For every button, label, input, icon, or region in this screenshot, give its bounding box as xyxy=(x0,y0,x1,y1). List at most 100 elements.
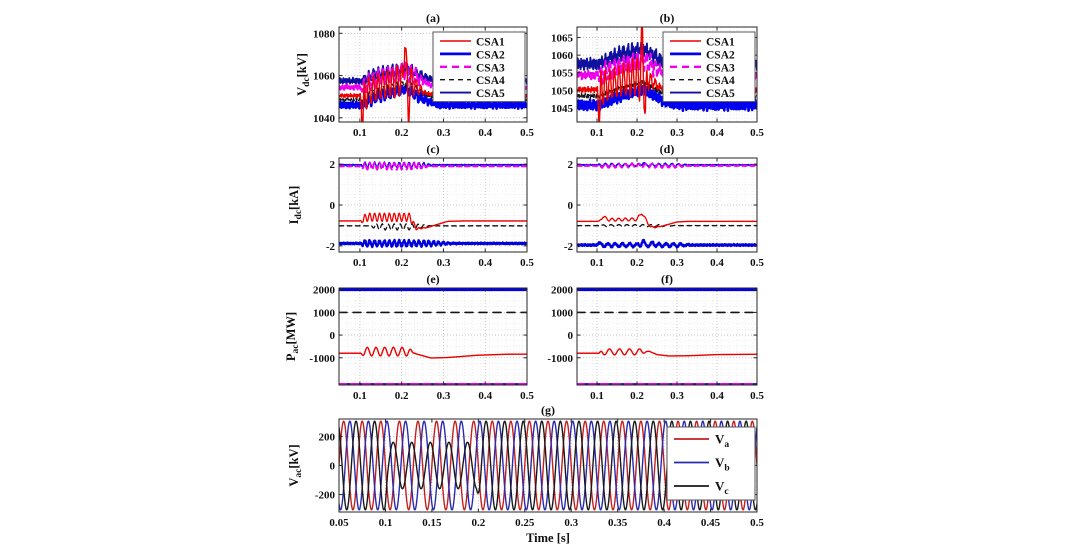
x-tick-label: 0.5 xyxy=(750,517,764,529)
x-tick-label: 0.2 xyxy=(395,390,409,402)
series-CSA1 xyxy=(339,212,527,231)
y-tick-label: 1050 xyxy=(551,85,574,97)
x-tick-label: 0.1 xyxy=(353,390,367,402)
series-Va xyxy=(339,420,757,511)
x-tick-label: 0.3 xyxy=(670,127,684,139)
y-axis-label: Vdc[kV] xyxy=(295,53,312,96)
y-tick-label: 0 xyxy=(330,461,336,473)
x-tick-label: 0.3 xyxy=(437,257,451,269)
subplot-f: 0.1 0.2 0.3 0.4 0.5 -1000 0 1000 2000 (f) xyxy=(547,272,764,402)
y-tick-label: 0 xyxy=(330,330,336,342)
x-tick-label: 0.4 xyxy=(710,390,724,402)
x-tick-label: 0.1 xyxy=(590,257,604,269)
series-CSA1 xyxy=(577,348,757,357)
x-tick-label: 0.5 xyxy=(750,127,764,139)
legend-label: Va xyxy=(715,432,729,451)
x-tick-label: 0.3 xyxy=(670,257,684,269)
plot-title: (g) xyxy=(541,403,555,417)
x-tick-label: 0.2 xyxy=(395,127,409,139)
legend-label: CSA3 xyxy=(476,62,505,74)
x-tick-label: 0.5 xyxy=(750,257,764,269)
grid xyxy=(577,158,758,252)
legend-label: CSA1 xyxy=(706,37,735,49)
y-tick-label: 1055 xyxy=(551,68,574,80)
x-tick-label: 0.2 xyxy=(471,517,485,529)
x-tick-label: 0.4 xyxy=(710,257,724,269)
plot-title: (e) xyxy=(426,272,439,286)
legend-label: CSA1 xyxy=(476,37,505,49)
series-CSA5 xyxy=(577,238,757,249)
y-tick-label: 2 xyxy=(568,159,574,171)
x-tick-label: 0.3 xyxy=(670,390,684,402)
plot-title: (d) xyxy=(660,142,675,156)
legend-label: CSA2 xyxy=(476,49,505,61)
x-tick-label: 0.45 xyxy=(701,517,721,529)
x-tick-label: 0.3 xyxy=(437,127,451,139)
x-axis-label: Time [s] xyxy=(526,531,570,545)
legend-box xyxy=(432,31,526,103)
x-tick-label: 0.5 xyxy=(520,390,534,402)
legend-label: CSA4 xyxy=(476,75,505,87)
plot-title: (c) xyxy=(426,142,439,156)
x-tick-label: 0.05 xyxy=(329,517,349,529)
x-tick-label: 0.2 xyxy=(630,127,644,139)
subplot-b: 0.1 0.2 0.3 0.4 0.5 1045 1050 1055 1060 1065 (b) CS… xyxy=(551,11,764,139)
y-tick-label: -2 xyxy=(564,241,574,253)
grid xyxy=(339,288,528,385)
subplot-a: 0.1 0.2 0.3 0.4 0.5 1040 1060 1080 (a) Vdc[kV] CSA… xyxy=(295,11,534,139)
y-tick-label: 200 xyxy=(319,431,336,443)
subplot-g: 0.05 0.1 0.15 0.2 0.25 0.3 0.35 0.4 0.45 0.5 -200 0… xyxy=(287,403,764,545)
y-tick-label: -2 xyxy=(326,241,336,253)
x-tick-label: 0.1 xyxy=(353,257,367,269)
plot-title: (b) xyxy=(660,11,675,25)
x-tick-label: 0.4 xyxy=(710,127,724,139)
y-tick-label: 1045 xyxy=(551,103,574,115)
series-group xyxy=(577,288,757,385)
axis-frame xyxy=(338,287,528,386)
series-CSA1 xyxy=(339,346,527,359)
y-axis-label: Pac[MW] xyxy=(284,312,301,361)
x-tick-label: 0.1 xyxy=(379,517,393,529)
y-tick-label: 2000 xyxy=(551,285,574,297)
axis-frame xyxy=(576,26,758,123)
x-tick-label: 0.5 xyxy=(750,390,764,402)
x-tick-label: 0.2 xyxy=(630,390,644,402)
series-group xyxy=(577,161,757,249)
legend-label: CSA5 xyxy=(476,88,505,100)
series-group xyxy=(339,288,527,385)
plot-title: (f) xyxy=(661,272,673,286)
series-CSA3 xyxy=(339,161,527,171)
y-tick-label: 1060 xyxy=(313,71,336,83)
y-tick-label: 1000 xyxy=(313,307,336,319)
y-tick-label: 1080 xyxy=(313,28,336,40)
plot-title: (a) xyxy=(426,11,440,25)
y-tick-label: -1000 xyxy=(309,353,335,365)
axis-frame xyxy=(338,26,528,123)
x-tick-label: 0.1 xyxy=(590,390,604,402)
series-CSA1 xyxy=(577,213,757,229)
x-tick-label: 0.25 xyxy=(515,517,535,529)
x-tick-label: 0.1 xyxy=(353,127,367,139)
subplot-c: 0.1 0.2 0.3 0.4 0.5 -2 0 2 (c) Idc[kA] xyxy=(287,142,534,269)
x-tick-label: 0.5 xyxy=(520,127,534,139)
series-CSA5 xyxy=(339,238,527,249)
x-tick-label: 0.15 xyxy=(422,517,442,529)
legend-label: Vb xyxy=(715,455,730,474)
subplot-d: 0.1 0.2 0.3 0.4 0.5 -2 0 2 (d) xyxy=(564,142,765,269)
y-tick-label: 2 xyxy=(330,159,336,171)
legend-label: CSA2 xyxy=(706,49,735,61)
y-tick-label: 1065 xyxy=(551,33,574,45)
x-tick-label: 0.5 xyxy=(520,257,534,269)
y-tick-label: 0 xyxy=(568,330,574,342)
grid xyxy=(577,288,758,385)
legend: Va Vb Vc xyxy=(666,426,756,501)
y-tick-label: -200 xyxy=(315,490,336,502)
grid xyxy=(339,158,528,252)
x-tick-label: 0.35 xyxy=(608,517,628,529)
x-tick-label: 0.2 xyxy=(395,257,409,269)
y-tick-label: 0 xyxy=(568,200,574,212)
x-tick-label: 0.4 xyxy=(657,517,671,529)
y-tick-label: -1000 xyxy=(547,353,573,365)
